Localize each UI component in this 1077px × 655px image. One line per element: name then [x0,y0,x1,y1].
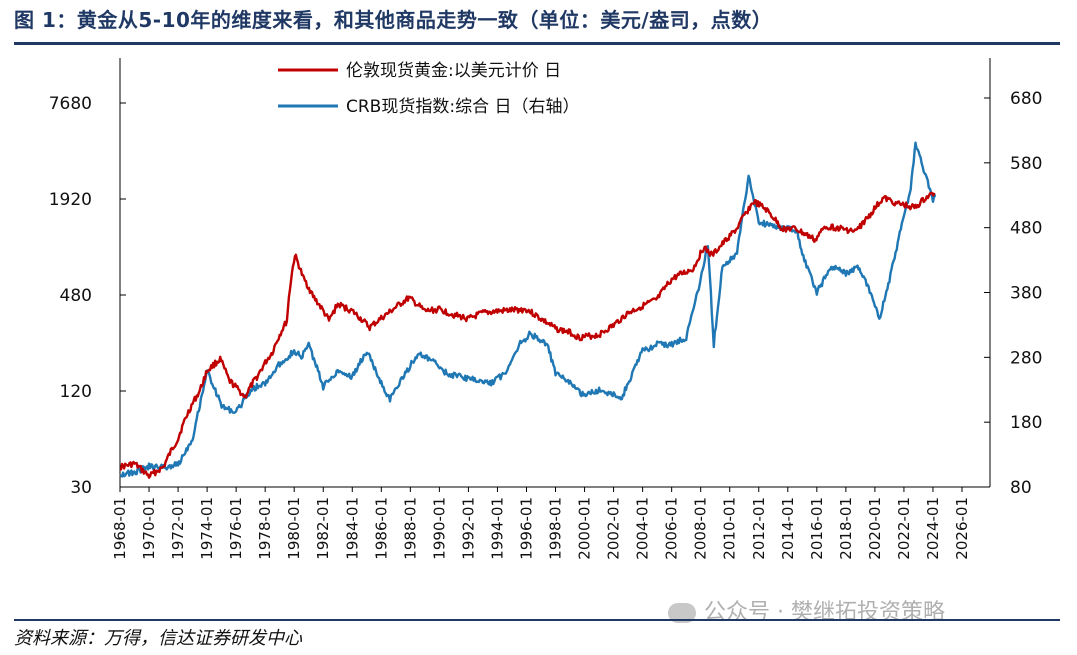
x-tick-label: 1968-01 [111,497,129,560]
x-tick-label: 1976-01 [227,497,245,560]
x-tick-label: 2018-01 [837,497,855,560]
watermark: 公众号 · 樊继拓投资策略 [668,594,945,626]
x-tick-label: 2000-01 [576,497,594,560]
legend-label-gold: 伦敦现货黄金:以美元计价 日 [346,61,561,81]
right-tick-label: 480 [1010,219,1042,239]
x-tick-label: 1978-01 [256,497,274,560]
watermark-text: 公众号 · 樊继拓投资策略 [704,600,945,625]
right-tick-label: 380 [1010,284,1042,304]
right-tick-label: 80 [1010,478,1032,498]
x-tick-label: 1996-01 [517,497,535,560]
x-tick-label: 1986-01 [372,497,390,560]
x-tick-label: 2006-01 [663,497,681,560]
x-tick-label: 2014-01 [779,497,797,560]
right-tick-label: 280 [1010,348,1042,368]
x-tick-label: 2012-01 [750,497,768,560]
title-rule [14,42,1060,45]
x-tick-label: 2022-01 [895,497,913,560]
source-note: 资料来源：万得，信达证券研发中心 [14,628,302,649]
x-tick-label: 2026-01 [953,497,971,560]
x-tick-label: 1998-01 [547,497,565,560]
wechat-icon [668,603,696,623]
right-tick-label: 180 [1010,413,1042,433]
x-tick-label: 1992-01 [459,497,477,560]
gold-price-line [119,191,936,479]
left-tick-label: 7680 [49,94,92,114]
right-tick-label: 680 [1010,89,1042,109]
x-tick-label: 1990-01 [430,497,448,560]
left-tick-label: 30 [70,478,92,498]
x-tick-label: 2008-01 [692,497,710,560]
left-tick-label: 1920 [49,190,92,210]
x-tick-label: 1970-01 [140,497,158,560]
x-tick-label: 1982-01 [314,497,332,560]
crb-index-line [119,141,937,478]
x-tick-label: 1980-01 [285,497,303,560]
x-tick-label: 1988-01 [401,497,419,560]
figure-title: 图 1：黄金从5-10年的维度来看，和其他商品走势一致（单位：美元/盎司，点数） [14,8,773,32]
right-tick-label: 580 [1010,154,1042,174]
x-tick-label: 1984-01 [343,497,361,560]
left-tick-label: 480 [60,286,92,306]
x-tick-label: 2010-01 [721,497,739,560]
footer-rule [14,619,1060,621]
x-tick-label: 1994-01 [488,497,506,560]
x-tick-label: 2016-01 [808,497,826,560]
x-tick-label: 2002-01 [605,497,623,560]
x-tick-label: 2024-01 [924,497,942,560]
x-tick-label: 1974-01 [198,497,216,560]
legend-label-crb: CRB现货指数:综合 日（右轴） [346,97,579,117]
x-tick-label: 2004-01 [634,497,652,560]
left-tick-label: 120 [60,382,92,402]
x-tick-label: 2020-01 [866,497,884,560]
x-tick-label: 1972-01 [169,497,187,560]
